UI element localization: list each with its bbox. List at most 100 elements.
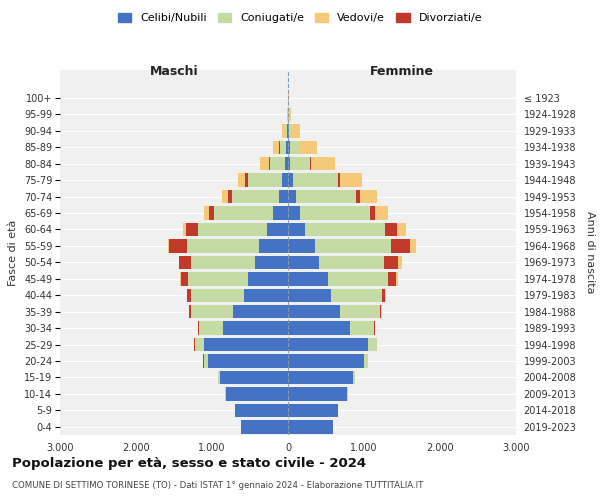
Bar <box>311 157 335 170</box>
Bar <box>288 387 347 400</box>
Bar <box>289 124 292 138</box>
Bar <box>382 288 385 302</box>
Bar <box>292 124 300 138</box>
Bar <box>283 124 284 138</box>
Bar <box>288 157 290 170</box>
Bar <box>319 256 384 269</box>
Bar <box>238 174 245 187</box>
Bar <box>288 354 364 368</box>
Bar <box>223 322 288 335</box>
Bar <box>305 222 385 236</box>
Bar <box>288 256 319 269</box>
Bar <box>232 190 279 203</box>
Bar <box>288 338 368 351</box>
Bar <box>205 206 209 220</box>
Bar <box>226 387 288 400</box>
Bar <box>241 420 288 434</box>
Bar <box>353 370 355 384</box>
Bar <box>205 338 288 351</box>
Bar <box>360 190 377 203</box>
Bar <box>267 222 288 236</box>
Text: Maschi: Maschi <box>149 65 199 78</box>
Bar <box>209 206 214 220</box>
Bar <box>285 124 287 138</box>
Bar <box>245 174 248 187</box>
Bar <box>189 305 191 318</box>
Bar <box>187 239 259 252</box>
Bar <box>380 305 382 318</box>
Bar <box>273 140 279 154</box>
Bar <box>310 157 311 170</box>
Bar <box>191 288 244 302</box>
Bar <box>288 370 353 384</box>
Bar <box>273 206 288 220</box>
Bar <box>222 190 228 203</box>
Bar <box>269 157 270 170</box>
Bar <box>248 174 282 187</box>
Legend: Celibi/Nubili, Coniugati/e, Vedovi/e, Divorziati/e: Celibi/Nubili, Coniugati/e, Vedovi/e, Di… <box>113 8 487 28</box>
Bar <box>398 256 402 269</box>
Bar <box>385 222 397 236</box>
Bar <box>293 174 338 187</box>
Bar <box>397 222 406 236</box>
Bar <box>203 354 208 368</box>
Bar <box>356 190 360 203</box>
Bar <box>364 354 368 368</box>
Bar <box>280 140 286 154</box>
Bar <box>288 222 305 236</box>
Bar <box>290 157 310 170</box>
Bar <box>391 239 410 252</box>
Text: COMUNE DI SETTIMO TORINESE (TO) - Dati ISTAT 1° gennaio 2024 - Elaborazione TUTT: COMUNE DI SETTIMO TORINESE (TO) - Dati I… <box>12 481 424 490</box>
Bar <box>368 338 377 351</box>
Bar <box>228 190 232 203</box>
Bar <box>270 157 286 170</box>
Y-axis label: Anni di nascita: Anni di nascita <box>585 211 595 294</box>
Bar <box>374 206 388 220</box>
Bar <box>288 140 290 154</box>
Bar <box>288 124 289 138</box>
Bar <box>186 222 199 236</box>
Bar <box>260 157 269 170</box>
Bar <box>233 305 288 318</box>
Bar <box>288 404 338 417</box>
Bar <box>286 140 288 154</box>
Bar <box>288 420 333 434</box>
Bar <box>235 404 288 417</box>
Bar <box>288 190 296 203</box>
Bar <box>331 288 382 302</box>
Bar <box>288 206 300 220</box>
Bar <box>299 140 317 154</box>
Bar <box>340 174 362 187</box>
Bar <box>288 174 293 187</box>
Bar <box>340 305 380 318</box>
Bar <box>288 239 314 252</box>
Bar <box>388 272 396 285</box>
Text: Popolazione per età, sesso e stato civile - 2024: Popolazione per età, sesso e stato civil… <box>12 458 366 470</box>
Text: Femmine: Femmine <box>370 65 434 78</box>
Bar <box>385 288 386 302</box>
Bar <box>191 256 256 269</box>
Bar <box>214 206 273 220</box>
Bar <box>288 288 331 302</box>
Bar <box>194 338 205 351</box>
Bar <box>287 124 288 138</box>
Bar <box>384 256 398 269</box>
Bar <box>286 157 288 170</box>
Y-axis label: Fasce di età: Fasce di età <box>8 220 19 286</box>
Bar <box>199 222 267 236</box>
Bar <box>370 206 374 220</box>
Bar <box>199 322 223 335</box>
Bar <box>314 239 391 252</box>
Bar <box>410 239 416 252</box>
Bar <box>300 206 370 220</box>
Bar <box>338 174 340 187</box>
Bar <box>328 272 388 285</box>
Bar <box>290 140 299 154</box>
Bar <box>244 288 288 302</box>
Bar <box>183 222 186 236</box>
Bar <box>218 370 220 384</box>
Bar <box>191 305 233 318</box>
Bar <box>259 239 288 252</box>
Bar <box>288 322 350 335</box>
Bar <box>256 256 288 269</box>
